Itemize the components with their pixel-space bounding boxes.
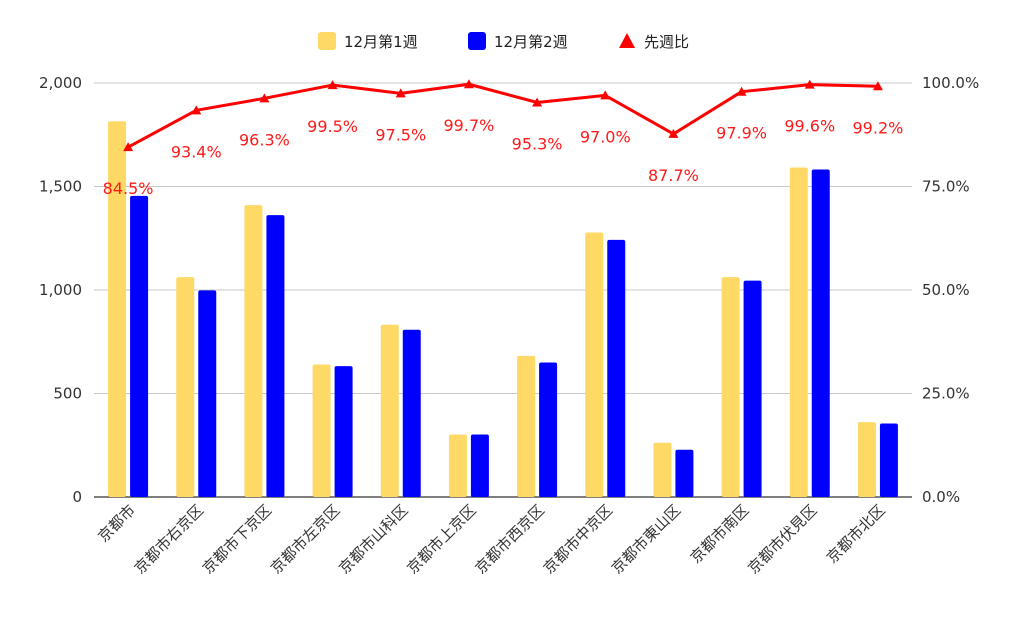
data-label: 97.9% bbox=[716, 124, 767, 143]
left-tick-label: 1,500 bbox=[39, 178, 82, 196]
bar bbox=[789, 167, 808, 497]
x-tick-label: 京都市左京区 bbox=[267, 501, 343, 577]
x-tick-label: 京都市北区 bbox=[823, 501, 889, 567]
right-tick-label: 50.0% bbox=[922, 281, 970, 299]
triangle-marker bbox=[804, 79, 815, 89]
bar bbox=[653, 442, 672, 497]
legend-label: 12月第2週 bbox=[494, 33, 568, 51]
x-tick-label: 京都市上京区 bbox=[403, 501, 479, 577]
data-label: 95.3% bbox=[512, 134, 563, 153]
left-tick-label: 1,000 bbox=[39, 281, 82, 299]
x-tick-label: 京都市山科区 bbox=[335, 501, 411, 577]
bar bbox=[607, 239, 626, 497]
x-tick-label: 京都市 bbox=[94, 501, 139, 546]
bar bbox=[879, 423, 898, 497]
bar bbox=[380, 324, 399, 497]
bar bbox=[130, 195, 149, 497]
legend-swatch bbox=[318, 32, 336, 50]
left-tick-label: 2,000 bbox=[39, 74, 82, 92]
bar bbox=[334, 366, 353, 497]
data-label: 84.5% bbox=[103, 179, 154, 198]
bar bbox=[266, 215, 285, 498]
bar bbox=[539, 362, 558, 497]
triangle-marker bbox=[395, 88, 406, 98]
x-tick-label: 京都市下京区 bbox=[199, 501, 275, 577]
x-tick-label: 京都市右京区 bbox=[131, 501, 207, 577]
legend-label: 12月第1週 bbox=[344, 33, 418, 51]
legend-label: 先週比 bbox=[644, 33, 689, 51]
x-tick-label: 京都市伏見区 bbox=[744, 501, 820, 577]
data-label: 99.5% bbox=[307, 117, 358, 136]
bar bbox=[517, 355, 536, 497]
left-axis: 0 500 1,000 1,500 2,000 bbox=[39, 74, 82, 506]
triangle-marker bbox=[872, 81, 883, 91]
bar bbox=[470, 434, 489, 497]
right-tick-label: 75.0% bbox=[922, 178, 970, 196]
bar bbox=[675, 449, 694, 497]
right-tick-label: 100.0% bbox=[922, 74, 979, 92]
bar bbox=[857, 422, 876, 497]
left-tick-label: 500 bbox=[53, 385, 82, 403]
bar bbox=[721, 277, 740, 497]
triangle-marker bbox=[668, 128, 679, 138]
ratio-line bbox=[127, 82, 878, 149]
legend-triangle-icon bbox=[619, 33, 635, 48]
data-label: 97.5% bbox=[375, 125, 426, 144]
x-tick-label: 京都市東山区 bbox=[608, 501, 684, 577]
bar bbox=[585, 232, 604, 498]
data-label: 87.7% bbox=[648, 166, 699, 185]
bar bbox=[743, 280, 762, 497]
data-label: 99.2% bbox=[853, 118, 904, 137]
right-tick-label: 25.0% bbox=[922, 385, 970, 403]
left-tick-label: 0 bbox=[72, 488, 82, 506]
legend-swatch bbox=[468, 32, 486, 50]
x-axis: 京都市京都市右京区京都市下京区京都市左京区京都市山科区京都市上京区京都市西京区京… bbox=[94, 501, 888, 577]
triangle-marker bbox=[736, 86, 747, 96]
bar bbox=[312, 364, 331, 497]
right-axis: 0.0% 25.0% 50.0% 75.0% 100.0% bbox=[922, 74, 979, 506]
data-label: 93.4% bbox=[171, 142, 222, 161]
bar bbox=[108, 121, 127, 498]
data-label: 97.0% bbox=[580, 127, 631, 146]
legend: 12月第1週 12月第2週 先週比 bbox=[318, 32, 689, 51]
triangle-marker bbox=[259, 93, 270, 103]
bar bbox=[811, 169, 830, 497]
triangle-marker bbox=[191, 105, 202, 115]
bar bbox=[198, 290, 217, 497]
bar-series bbox=[108, 121, 898, 498]
triangle-marker bbox=[600, 90, 611, 100]
bar bbox=[448, 434, 467, 497]
x-tick-label: 京都市南区 bbox=[687, 501, 753, 567]
x-tick-label: 京都市西京区 bbox=[472, 501, 548, 577]
data-label: 96.3% bbox=[239, 130, 290, 149]
bar bbox=[402, 329, 421, 497]
triangle-marker bbox=[123, 142, 134, 152]
right-tick-label: 0.0% bbox=[922, 488, 960, 506]
gridlines bbox=[94, 82, 912, 498]
data-label: 99.6% bbox=[784, 117, 835, 136]
triangle-marker bbox=[463, 79, 474, 89]
data-label: 99.7% bbox=[444, 116, 495, 135]
triangle-marker bbox=[532, 97, 543, 107]
x-tick-label: 京都市中京区 bbox=[540, 501, 616, 577]
line-series: 84.5% 93.4% 96.3% 99.5% 97.5% 99.7% 95.3% 97.0%… bbox=[103, 79, 904, 198]
bar bbox=[176, 277, 195, 497]
bar bbox=[244, 205, 263, 497]
triangle-marker bbox=[327, 80, 338, 90]
